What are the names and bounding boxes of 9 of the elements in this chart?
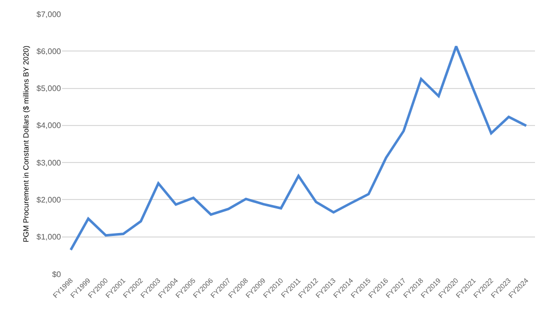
y-tick-label: $3,000	[36, 158, 62, 168]
y-tick-label: $0	[52, 270, 62, 279]
y-tick-label: $6,000	[36, 46, 62, 56]
y-tick-label: $4,000	[36, 121, 62, 130]
y-tick-label: $7,000	[36, 10, 62, 19]
y-tick-label: $2,000	[36, 196, 62, 205]
y-tick-label: $1,000	[36, 232, 62, 242]
line-series	[70, 45, 528, 252]
y-tick-label: $5,000	[36, 84, 62, 94]
